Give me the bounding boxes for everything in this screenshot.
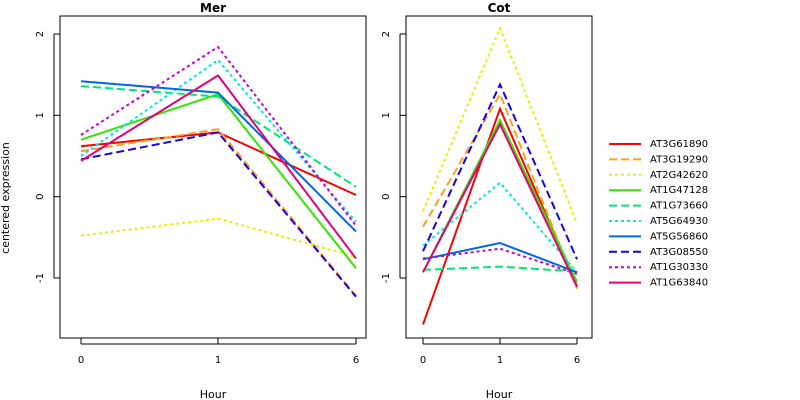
- series-line-at5g56860: [80, 80, 357, 233]
- y-tick-label: 1: [381, 112, 392, 118]
- y-tick-label: 0: [35, 193, 46, 199]
- series-line-at1g30330: [80, 45, 357, 227]
- legend-label: AT5G56860: [650, 231, 708, 242]
- series-line-at1g63840: [80, 74, 357, 260]
- series-line-at1g73660: [80, 85, 357, 188]
- plot-frame: [405, 15, 593, 339]
- series-line-at3g08550: [80, 131, 357, 298]
- series-line-at5g56860: [422, 241, 578, 274]
- panel-mer: Mer -1 0 1 2 0 1 6 Hour centered expression: [0, 1, 367, 400]
- x-tick-label: 1: [215, 355, 221, 366]
- series-line-at1g30330: [422, 247, 578, 275]
- series-line-at3g19290: [80, 128, 357, 297]
- legend: AT3G61890 AT3G19290 AT2G42620 AT1G47128 AT1G…: [609, 139, 708, 289]
- legend-label: AT3G08550: [650, 247, 708, 258]
- x-tick-label: 0: [420, 355, 426, 366]
- x-axis-label: Hour: [200, 388, 227, 400]
- x-tick-label: 0: [78, 355, 84, 366]
- legend-label: AT1G63840: [650, 278, 708, 289]
- panel-title: Cot: [488, 1, 511, 15]
- series-line-at3g61890: [422, 106, 578, 325]
- series-line-at2g42620: [80, 217, 357, 258]
- series-line-at1g47128: [80, 93, 357, 269]
- legend-label: AT1G47128: [650, 185, 708, 196]
- series-line-at5g64930: [80, 58, 357, 223]
- y-tick-label: -1: [381, 273, 392, 283]
- y-tick-label: 2: [35, 31, 46, 37]
- x-tick-label: 6: [353, 355, 359, 366]
- legend-label: AT3G61890: [650, 139, 708, 150]
- y-tick-label: 2: [381, 31, 392, 37]
- plot-frame: [59, 15, 367, 339]
- series-line-at1g63840: [422, 122, 578, 288]
- legend-label: AT3G19290: [650, 154, 708, 165]
- legend-label: AT1G30330: [650, 262, 708, 273]
- series-line-at1g73660: [422, 265, 578, 273]
- legend-label: AT5G64930: [650, 216, 708, 227]
- series-line-at3g08550: [422, 81, 578, 260]
- y-tick-label: -1: [35, 273, 46, 283]
- legend-label: AT1G73660: [650, 201, 708, 212]
- x-axis-label: Hour: [486, 388, 513, 400]
- y-tick-label: 0: [381, 193, 392, 199]
- panel-title: Mer: [200, 1, 226, 15]
- series-line-at3g19290: [422, 91, 578, 289]
- legend-label: AT2G42620: [650, 170, 708, 181]
- series-line-at2g42620: [422, 25, 578, 224]
- x-tick-label: 6: [574, 355, 580, 366]
- y-axis-label: centered expression: [0, 142, 12, 254]
- y-tick-label: 1: [35, 112, 46, 118]
- panel-cot: Cot -1 0 1 2 0 1 6 Hour: [381, 1, 593, 400]
- series-line-at3g61890: [80, 131, 357, 196]
- x-tick-label: 1: [497, 355, 503, 366]
